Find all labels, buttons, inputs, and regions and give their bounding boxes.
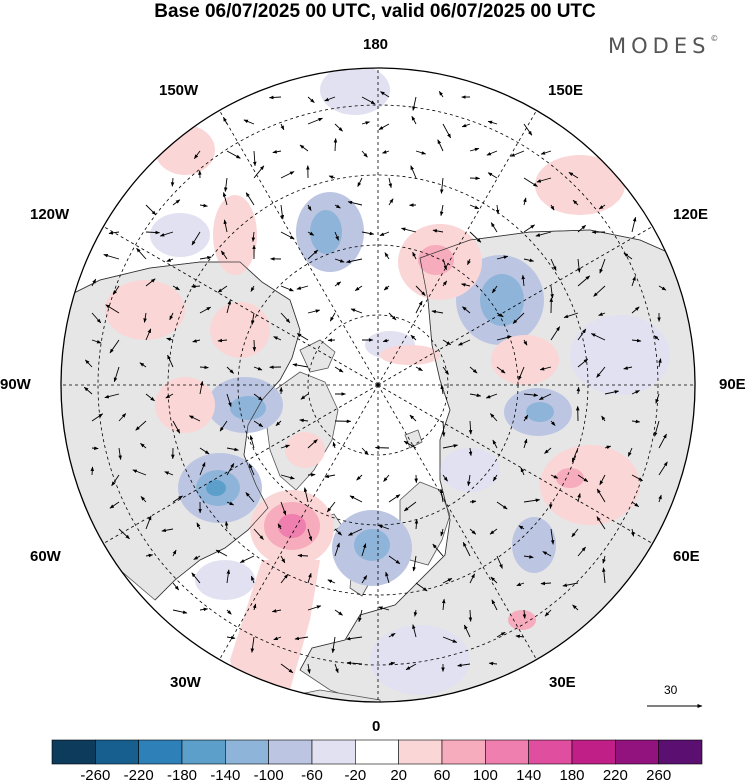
colorbar-label: 260 [646,767,671,784]
colorbar-swatch [182,740,225,764]
wind-scale-label: 30 [664,683,677,697]
anomaly-high-greenland-sea [285,432,325,468]
colorbar-swatch [399,740,442,764]
anomaly-high-canada-east [210,302,270,358]
colorbar-label: -20 [344,767,366,784]
colorbar-label: -220 [124,767,154,784]
anomaly-high-pacific-west [213,195,257,275]
colorbar-label: 140 [516,767,541,784]
longitude-label-60w: 60W [30,548,61,565]
anomaly-high-west-asia-core [556,468,584,488]
anomaly-low-baltic [440,448,500,492]
longitude-label-150e: 150E [548,82,583,99]
colorbar-swatch [52,740,95,764]
longitude-label-30e: 30E [549,674,576,691]
anomaly-low-mediterranean [370,625,470,695]
colorbar-swatch [139,740,182,764]
anomaly-low-central-asia [570,315,670,395]
anomaly-high-pacific-east [535,155,625,215]
longitude-label-0: 0 [372,718,380,735]
colorbar-label: -60 [301,767,323,784]
colorbar [52,740,702,764]
colorbar-swatch [659,740,702,764]
longitude-label-180: 180 [363,36,388,53]
anomaly-low-east-atlantic [195,560,255,600]
anomaly-low-west-pacific-core [310,210,342,254]
longitude-label-120w: 120W [30,206,69,223]
anomaly-low-east-siberia-core [480,274,524,326]
colorbar-label: -180 [167,767,197,784]
colorbar-swatch [225,740,268,764]
anomaly-high-middle-east [508,610,536,630]
anomaly-low-north-atlantic-core [354,529,390,561]
colorbar-label: 100 [473,767,498,784]
colorbar-swatch [529,740,572,764]
colorbar-swatch [355,740,398,764]
anomaly-high-west-asia [540,445,640,525]
colorbar-swatch [615,740,658,764]
anomaly-low-caspian [512,517,556,573]
wind-arrow [298,555,308,556]
anomaly-low-west-siberia-core [526,402,554,422]
anomaly-high-arctic-ocean [380,345,440,365]
wind-arrow [92,448,98,449]
anomaly-low-alaska [150,213,210,257]
longitude-label-30w: 30W [170,674,201,691]
longitude-label-120e: 120E [673,206,708,223]
longitude-label-150w: 150W [159,82,198,99]
colorbar-label: 220 [603,767,628,784]
colorbar-label: -100 [254,767,284,784]
colorbar-swatch [269,740,312,764]
colorbar-label: 180 [559,767,584,784]
colorbar-label: -260 [80,767,110,784]
anomaly-low-hudson-core [230,396,266,420]
anomaly-low-labrador-inner [206,480,226,496]
longitude-label-60e: 60E [673,548,700,565]
anomaly-low-north-pacific [320,65,390,115]
wind-arrow [92,467,93,475]
colorbar-swatch [312,740,355,764]
longitude-label-90e: 90E [719,376,746,393]
wind-arrow [254,340,255,351]
anomaly-high-east-siberia-core [418,245,454,275]
colorbar-swatch [95,740,138,764]
colorbar-swatch [442,740,485,764]
colorbar-swatch [572,740,615,764]
colorbar-label: 60 [434,767,451,784]
anomaly-high-north-pacific [155,125,215,175]
colorbar-label: -140 [210,767,240,784]
longitude-label-90w: 90W [0,376,31,393]
colorbar-swatch [485,740,528,764]
colorbar-label: 20 [390,767,407,784]
